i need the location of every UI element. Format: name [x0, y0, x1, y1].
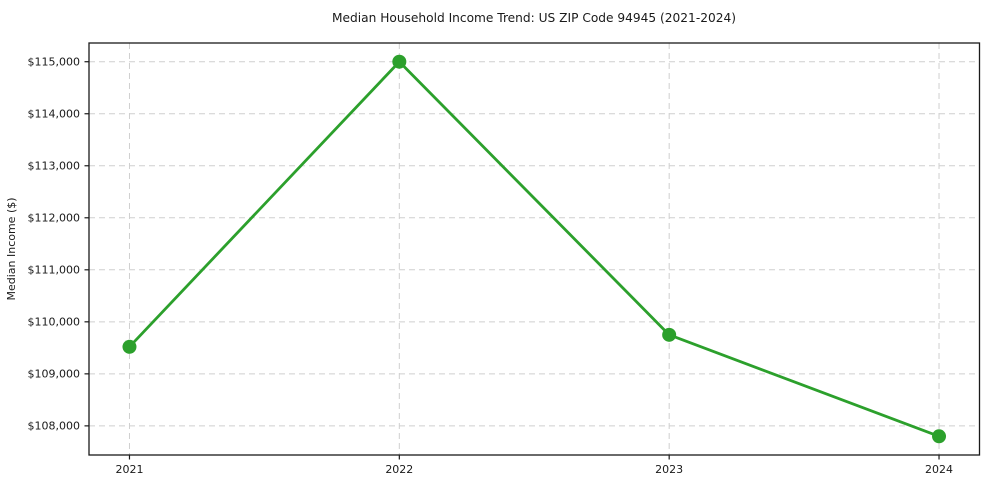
y-tick-label: $114,000	[28, 108, 81, 121]
y-tick-label: $108,000	[28, 420, 81, 433]
x-tick-label: 2024	[925, 463, 953, 476]
x-tick-label: 2021	[115, 463, 143, 476]
trend-line	[128, 60, 941, 438]
data-point	[662, 327, 677, 342]
plot-area: $108,000 $109,000 $110,000 $111,000 $112,000…	[28, 42, 981, 476]
plot-border	[88, 42, 981, 456]
data-point	[122, 339, 137, 354]
y-tick-label: $111,000	[28, 264, 81, 277]
y-tick-label: $112,000	[28, 212, 81, 225]
data-point	[392, 54, 407, 69]
y-tick-label: $110,000	[28, 316, 81, 329]
x-tick-label: 2022	[385, 463, 413, 476]
data-point	[932, 429, 947, 444]
y-tick-label: $115,000	[28, 56, 81, 69]
y-tick-label: $109,000	[28, 368, 81, 381]
chart-title: Median Household Income Trend: US ZIP Co…	[332, 11, 736, 25]
y-tick-label: $113,000	[28, 160, 81, 173]
y-axis-label: Median Income ($)	[5, 197, 18, 300]
x-tick-label: 2023	[655, 463, 683, 476]
